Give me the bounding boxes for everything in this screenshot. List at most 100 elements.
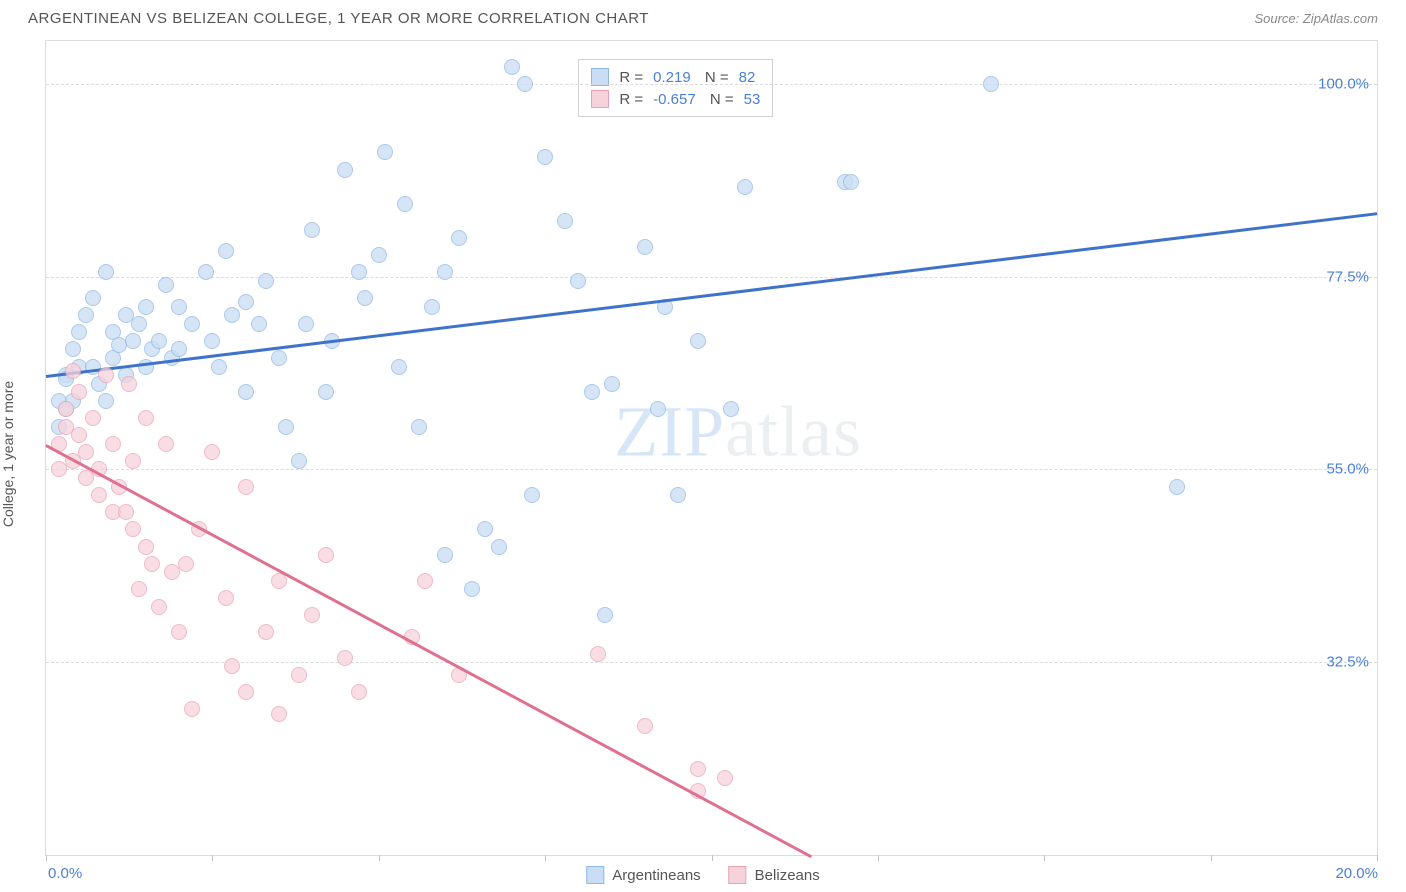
series-legend: Argentineans Belizeans	[586, 866, 819, 884]
scatter-point	[983, 76, 999, 92]
scatter-point	[125, 521, 141, 537]
x-axis-min-label: 0.0%	[48, 865, 82, 882]
scatter-point	[670, 487, 686, 503]
legend-item: Argentineans	[586, 866, 700, 884]
scatter-point	[118, 504, 134, 520]
scatter-point	[557, 213, 573, 229]
legend-item: Belizeans	[729, 866, 820, 884]
scatter-point	[517, 76, 533, 92]
scatter-point	[1169, 479, 1185, 495]
scatter-point	[417, 573, 433, 589]
x-tick	[46, 855, 47, 861]
y-tick-label: 32.5%	[1326, 654, 1369, 671]
scatter-point	[258, 624, 274, 640]
scatter-point	[151, 599, 167, 615]
scatter-point	[690, 761, 706, 777]
scatter-point	[138, 539, 154, 555]
scatter-point	[98, 264, 114, 280]
scatter-point	[184, 701, 200, 717]
scatter-point	[291, 453, 307, 469]
scatter-point	[524, 487, 540, 503]
scatter-point	[158, 277, 174, 293]
trend-line	[45, 444, 812, 857]
scatter-point	[464, 581, 480, 597]
stats-row: R =-0.657 N =53	[591, 88, 760, 110]
scatter-point	[637, 239, 653, 255]
scatter-point	[85, 410, 101, 426]
scatter-point	[151, 333, 167, 349]
scatter-point	[58, 401, 74, 417]
scatter-point	[377, 144, 393, 160]
scatter-point	[397, 196, 413, 212]
scatter-point	[424, 299, 440, 315]
scatter-point	[584, 384, 600, 400]
scatter-point	[184, 316, 200, 332]
x-tick	[1377, 855, 1378, 861]
scatter-point	[604, 376, 620, 392]
x-tick	[712, 855, 713, 861]
scatter-point	[298, 316, 314, 332]
scatter-point	[211, 359, 227, 375]
scatter-point	[411, 419, 427, 435]
scatter-point	[65, 363, 81, 379]
scatter-point	[204, 333, 220, 349]
scatter-point	[690, 333, 706, 349]
scatter-point	[357, 290, 373, 306]
scatter-point	[204, 444, 220, 460]
watermark: ZIPatlas	[614, 390, 862, 473]
scatter-point	[121, 376, 137, 392]
scatter-point	[178, 556, 194, 572]
scatter-point	[318, 547, 334, 563]
correlation-stats-box: R =0.219 N =82 R =-0.657 N =53	[578, 59, 773, 117]
scatter-point	[318, 384, 334, 400]
scatter-point	[105, 436, 121, 452]
y-tick-label: 100.0%	[1318, 75, 1369, 92]
series-swatch	[586, 866, 604, 884]
x-tick	[878, 855, 879, 861]
series-swatch	[591, 90, 609, 108]
scatter-point	[258, 273, 274, 289]
y-axis-label: College, 1 year or more	[0, 381, 16, 527]
scatter-point	[437, 264, 453, 280]
scatter-point	[238, 294, 254, 310]
x-tick	[545, 855, 546, 861]
gridline	[46, 277, 1377, 278]
scatter-point	[85, 290, 101, 306]
x-tick	[1211, 855, 1212, 861]
scatter-point	[351, 264, 367, 280]
scatter-point	[131, 316, 147, 332]
scatter-point	[843, 174, 859, 190]
scatter-plot-area: ZIPatlas R =0.219 N =82 R =-0.657 N =53 …	[45, 40, 1378, 856]
scatter-point	[138, 299, 154, 315]
scatter-point	[65, 341, 81, 357]
scatter-point	[278, 419, 294, 435]
x-axis-max-label: 20.0%	[1335, 865, 1378, 882]
scatter-point	[144, 556, 160, 572]
scatter-point	[737, 179, 753, 195]
scatter-point	[650, 401, 666, 417]
scatter-point	[271, 350, 287, 366]
scatter-point	[451, 230, 467, 246]
scatter-point	[98, 367, 114, 383]
scatter-point	[371, 247, 387, 263]
scatter-point	[238, 479, 254, 495]
scatter-point	[98, 393, 114, 409]
x-tick	[379, 855, 380, 861]
scatter-point	[125, 453, 141, 469]
scatter-point	[238, 384, 254, 400]
scatter-point	[717, 770, 733, 786]
scatter-point	[251, 316, 267, 332]
y-tick-label: 55.0%	[1326, 461, 1369, 478]
scatter-point	[537, 149, 553, 165]
scatter-point	[271, 706, 287, 722]
scatter-point	[597, 607, 613, 623]
x-tick	[1044, 855, 1045, 861]
scatter-point	[637, 718, 653, 734]
scatter-point	[171, 299, 187, 315]
scatter-point	[71, 427, 87, 443]
series-swatch	[729, 866, 747, 884]
scatter-point	[171, 624, 187, 640]
x-tick	[212, 855, 213, 861]
scatter-point	[91, 487, 107, 503]
gridline	[46, 469, 1377, 470]
